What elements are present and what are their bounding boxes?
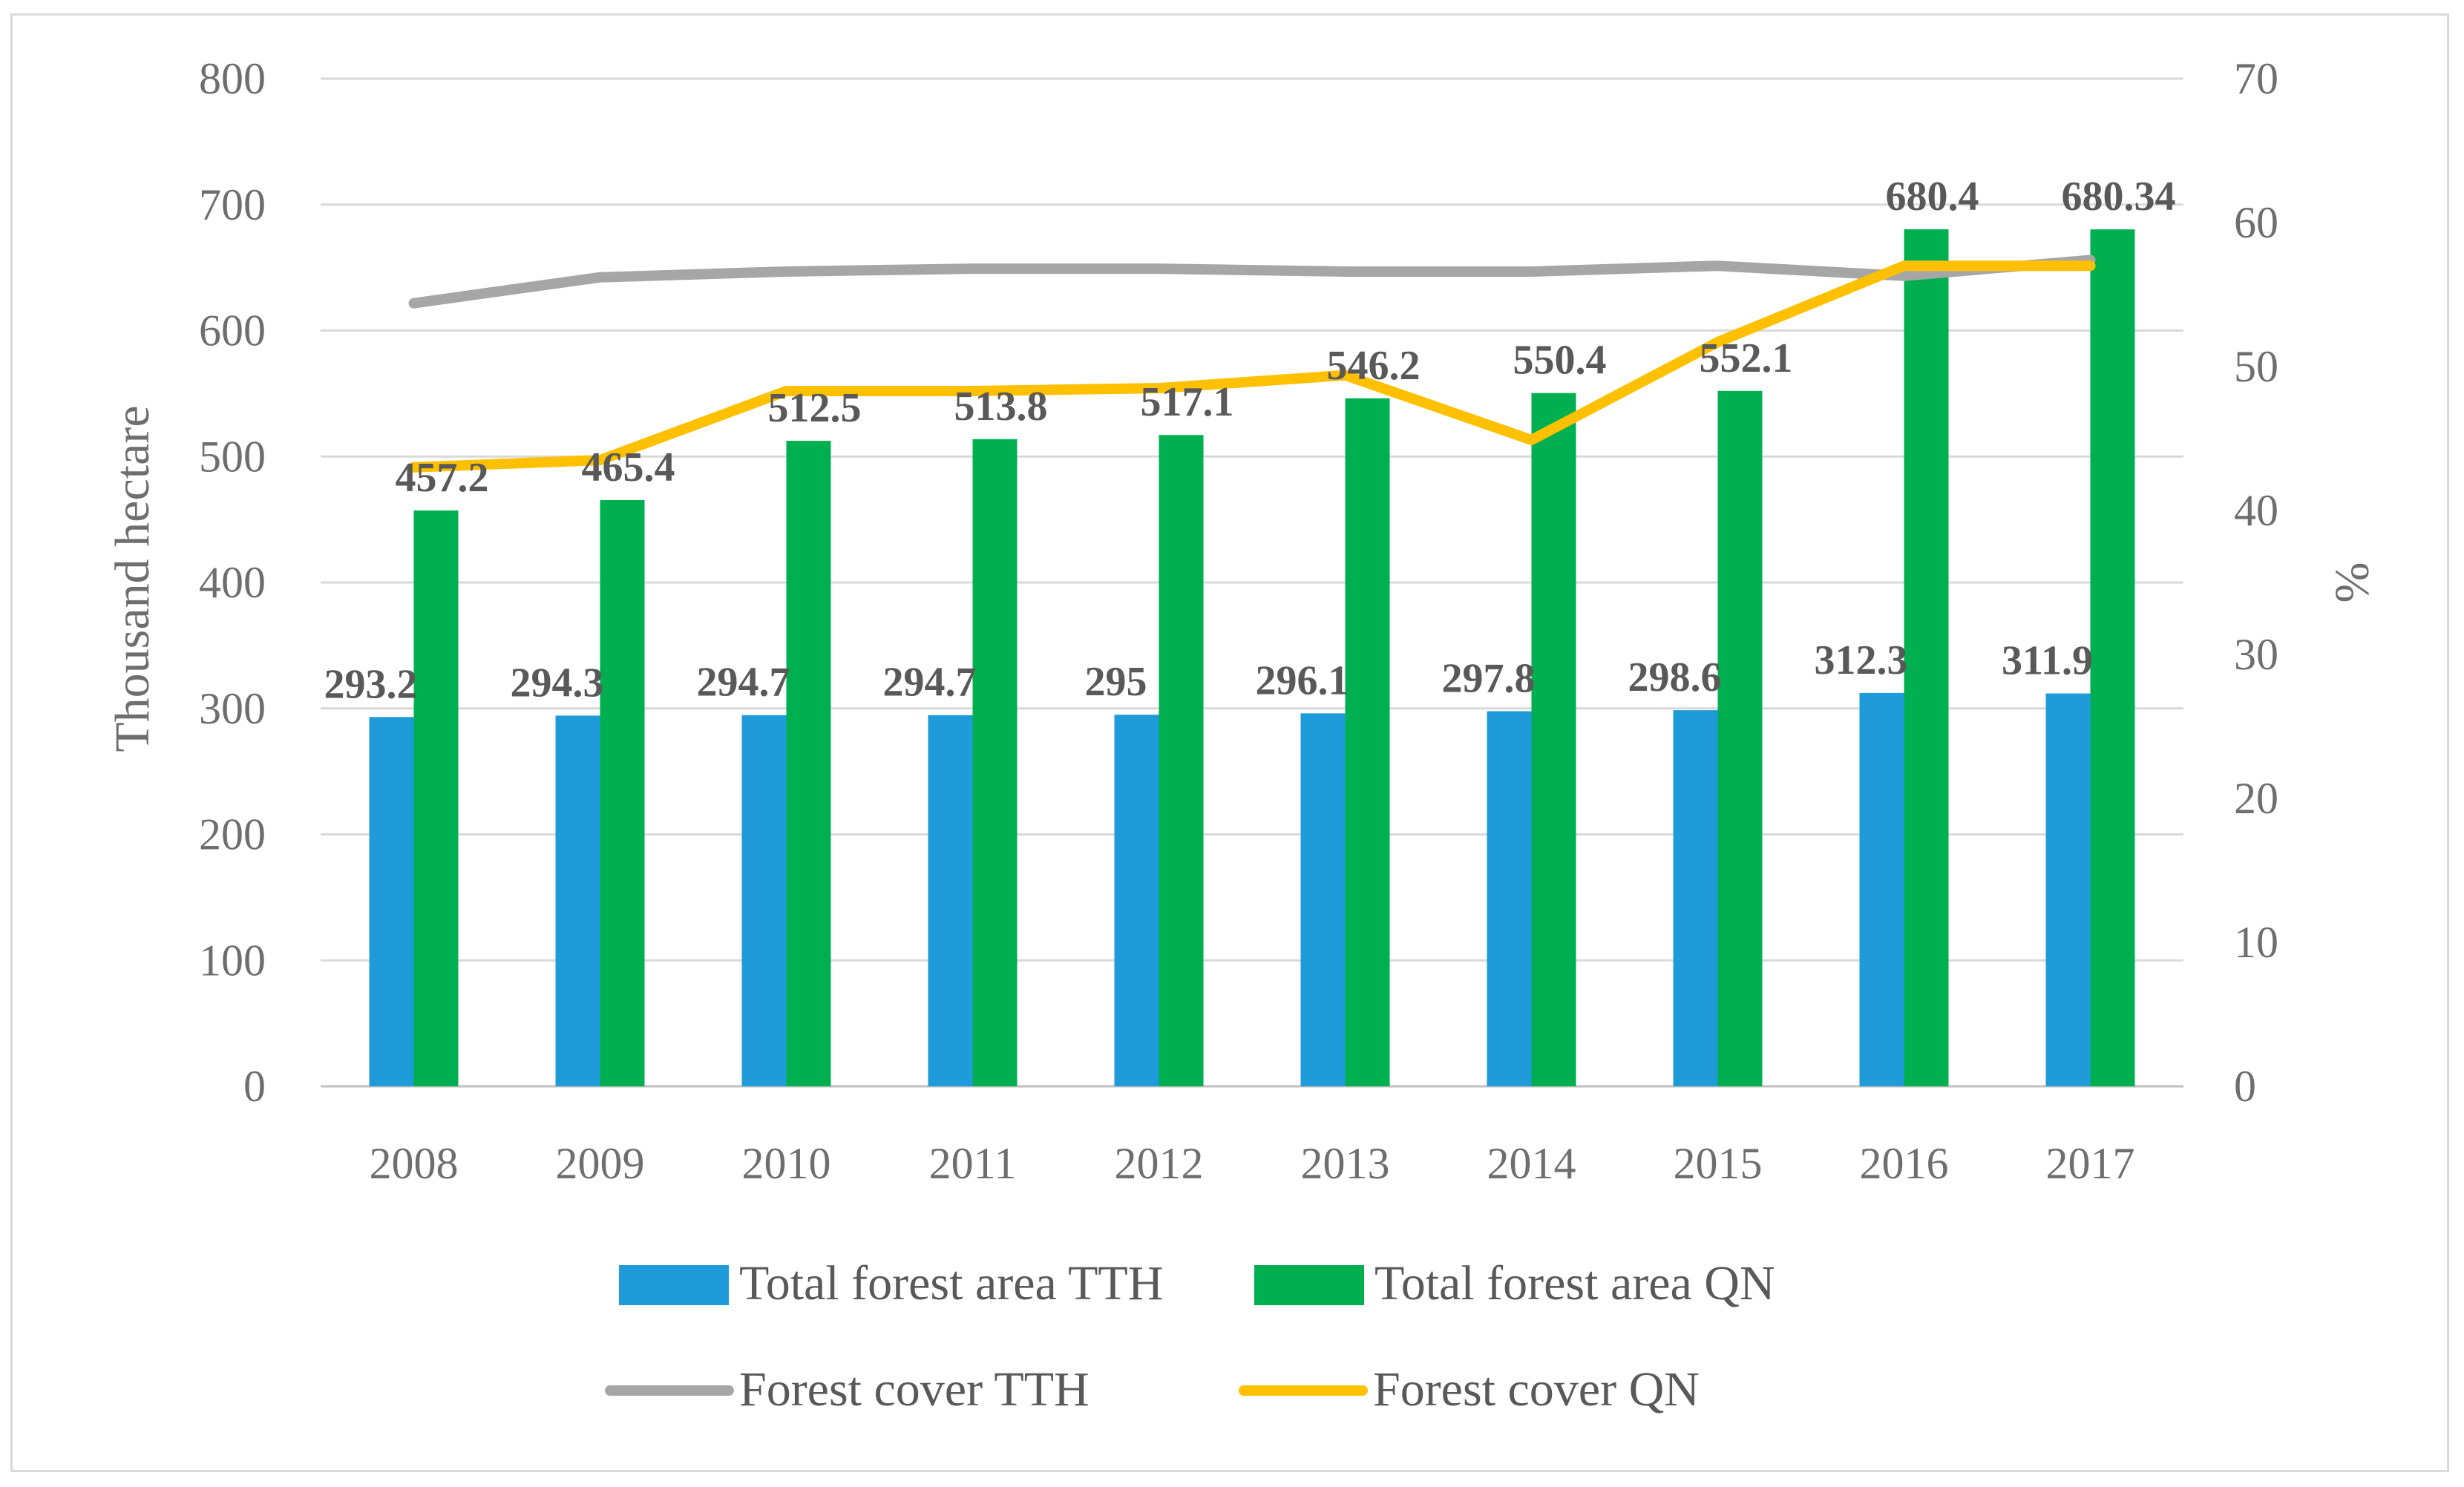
data-label: 298.6 <box>1628 654 1722 700</box>
bar <box>1345 398 1390 1086</box>
legend-label: Total forest area QN <box>1374 1256 1775 1310</box>
data-label: 297.8 <box>1442 655 1536 701</box>
x-tick-label: 2008 <box>370 1139 459 1188</box>
x-tick-label: 2012 <box>1115 1139 1204 1188</box>
axes: Thousand hectare % 010020030040050060070… <box>105 54 2379 1188</box>
series-line <box>408 260 2096 473</box>
x-tick-label: 2009 <box>556 1139 645 1188</box>
bar <box>1717 390 1763 1086</box>
x-tick-label: 2013 <box>1301 1139 1390 1188</box>
bar <box>413 510 459 1086</box>
bar <box>972 439 1018 1086</box>
bar <box>928 715 973 1086</box>
chart-frame <box>10 13 2449 1472</box>
y-tick-label: 600 <box>199 306 266 355</box>
bar <box>555 715 600 1086</box>
y2-tick-label: 0 <box>2234 1062 2256 1111</box>
bar <box>2045 693 2091 1086</box>
y2-tick-label: 60 <box>2234 198 2278 247</box>
bar <box>1159 435 1204 1086</box>
bar <box>1904 229 1949 1086</box>
y-tick-label: 300 <box>199 684 266 733</box>
bar <box>369 717 414 1086</box>
data-label: 311.9 <box>2002 638 2093 684</box>
x-tick-label: 2015 <box>1674 1139 1763 1188</box>
data-label: 294.3 <box>511 660 604 706</box>
y-tick-label: 200 <box>199 810 266 859</box>
data-label: 294.7 <box>697 660 790 706</box>
data-label: 295 <box>1085 659 1147 705</box>
legend-swatch <box>619 1265 729 1305</box>
legend-swatch <box>1254 1265 1364 1305</box>
y-tick-label: 700 <box>199 180 266 229</box>
bar <box>1531 393 1576 1086</box>
data-label: 550.4 <box>1513 338 1607 384</box>
y2-tick-label: 30 <box>2234 630 2278 679</box>
data-label: 552.1 <box>1700 335 1793 381</box>
y2-tick-label: 10 <box>2234 918 2278 967</box>
x-tick-label: 2010 <box>742 1139 831 1188</box>
bar <box>1300 713 1346 1086</box>
bar <box>1487 711 1532 1086</box>
y-tick-label: 100 <box>199 936 266 985</box>
data-label: 513.8 <box>954 384 1048 430</box>
bar-series <box>369 229 2135 1087</box>
data-labels: 293.2 294.3 294.7 294.7 295 296.1 297.8 298.6 31… <box>324 174 2176 707</box>
data-label: 296.1 <box>1256 657 1349 703</box>
y-tick-label: 400 <box>199 558 266 607</box>
x-tick-label: 2011 <box>929 1139 1017 1188</box>
data-label: 680.4 <box>1886 174 1979 220</box>
bar <box>1673 710 1718 1086</box>
x-tick-label: 2017 <box>2046 1139 2135 1188</box>
data-label: 517.1 <box>1141 379 1234 425</box>
data-label: 312.3 <box>1815 637 1908 683</box>
y2-tick-label: 20 <box>2234 774 2278 823</box>
legend-label: Total forest area TTH <box>739 1256 1163 1310</box>
y-axis-title: Thousand hectare <box>105 405 160 752</box>
series-line <box>408 255 2096 309</box>
bar <box>1114 715 1159 1086</box>
legend: Total forest area TTH Total forest area Q… <box>605 1256 1775 1417</box>
data-label: 512.5 <box>768 385 862 431</box>
line-series <box>408 255 2096 473</box>
y-tick-label: 500 <box>199 432 266 481</box>
legend-label: Forest cover TTH <box>739 1362 1090 1417</box>
data-label: 465.4 <box>582 444 675 490</box>
data-label: 457.2 <box>396 455 489 501</box>
data-label: 294.7 <box>883 660 977 706</box>
data-label: 546.2 <box>1327 343 1421 389</box>
bar <box>741 715 787 1086</box>
y2-tick-label: 70 <box>2234 54 2278 103</box>
bar <box>600 499 645 1086</box>
y-tick-label: 800 <box>199 54 266 103</box>
x-tick-label: 2016 <box>1860 1139 1949 1188</box>
bar <box>786 441 831 1086</box>
y2-axis-title: % <box>2325 562 2379 603</box>
bar <box>1859 692 1904 1086</box>
legend-label: Forest cover QN <box>1373 1362 1700 1417</box>
data-label: 293.2 <box>324 661 418 707</box>
y-tick-label: 0 <box>243 1062 266 1111</box>
x-tick-label: 2014 <box>1487 1139 1576 1188</box>
bar <box>2090 229 2135 1087</box>
y2-tick-label: 40 <box>2234 486 2278 535</box>
data-label: 680.34 <box>2062 174 2176 220</box>
y2-tick-label: 50 <box>2234 342 2278 391</box>
